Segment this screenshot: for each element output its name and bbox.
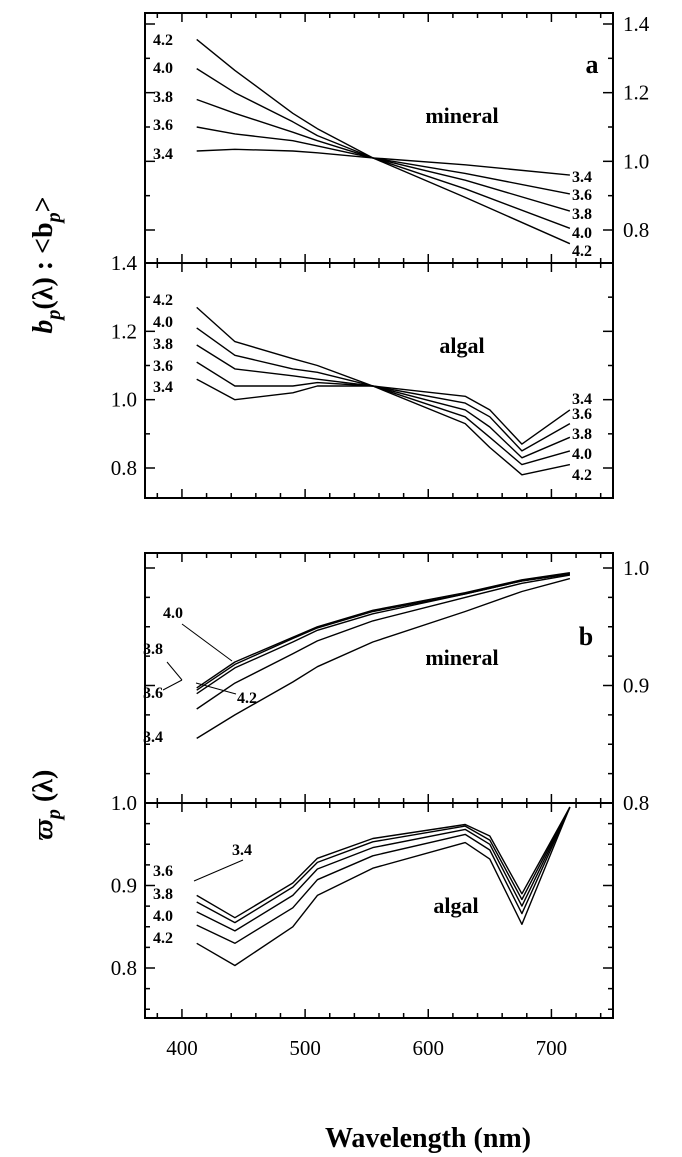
fig-a-mineral-left-label: 3.4 xyxy=(153,146,173,163)
fig-a-mineral-right-label: 3.6 xyxy=(572,187,592,204)
svg-text:ϖp (λ): ϖp (λ) xyxy=(28,770,65,841)
fig-b-algal-ytick-label: 1.0 xyxy=(111,791,137,815)
fig-b-mineral-series-line-4.2 xyxy=(196,573,571,691)
fig-b-mineral-annotation: 3.4 xyxy=(143,729,163,746)
fig-a-letter: a xyxy=(586,50,599,79)
x-tick-label: 400 xyxy=(166,1036,198,1060)
fig-a-algal-frame xyxy=(144,262,614,499)
fig-a-mineral-right-label: 3.8 xyxy=(572,206,592,223)
fig-a-mineral-right-label: 3.4 xyxy=(572,169,592,186)
svg-text:bp(λ) : <bp>: bp(λ) : <bp> xyxy=(28,196,65,333)
fig-a-algal-right-label: 4.2 xyxy=(572,467,592,484)
y-axis-title-b: ϖp (λ) xyxy=(28,770,65,841)
fig-a-mineral-left-label: 3.6 xyxy=(153,117,173,134)
fig-a-algal-panel-label: algal xyxy=(439,333,484,358)
fig-b-mineral-series-line-3.6 xyxy=(196,574,571,710)
fig-a-mineral-panel-label: mineral xyxy=(425,103,498,128)
fig-b-mineral-ytick-label: 0.9 xyxy=(623,674,649,698)
fig-a-mineral-series-line-3.8 xyxy=(196,98,571,212)
fig-a-algal-series-line-3.8 xyxy=(196,344,571,459)
fig-a-algal-series-line-3.6 xyxy=(196,361,571,452)
fig-b-algal-series-line-4.0 xyxy=(196,806,571,944)
fig-b-algal-left-label: 3.8 xyxy=(153,886,173,903)
fig-b-algal-panel-label: algal xyxy=(433,893,478,918)
fig-b-mineral-series-line-4.0 xyxy=(196,572,571,689)
fig-a-mineral-series-line-3.4 xyxy=(196,148,570,176)
fig-a-algal-right-label: 3.6 xyxy=(572,406,592,423)
fig-b-algal-ytick-label: 0.9 xyxy=(111,874,137,898)
fig-a-algal-left-label: 3.6 xyxy=(153,358,173,375)
fig-b-algal-series-line-4.2 xyxy=(196,806,571,967)
fig-b-mineral-leader-line xyxy=(195,682,237,695)
fig-b-algal-series-line-3.8 xyxy=(196,806,571,932)
fig-a-algal-right-label: 3.8 xyxy=(572,426,592,443)
fig-a-algal-left-label: 4.0 xyxy=(153,314,173,331)
fig-a-mineral-series-line-4.2 xyxy=(196,38,571,245)
fig-b-mineral-leader-line xyxy=(166,661,183,681)
fig-b-algal-series-line-3.4 xyxy=(196,806,571,919)
fig-b-mineral-annotation: 3.8 xyxy=(143,641,163,658)
fig-a-mineral-series-line-4.0 xyxy=(196,68,571,229)
fig-a-algal-series-line-4.2 xyxy=(196,306,571,476)
fig-a-mineral-ytick-label: 0.8 xyxy=(623,218,649,242)
fig-a-algal-left-label: 4.2 xyxy=(153,292,173,309)
fig-a-algal-right-label: 3.4 xyxy=(572,391,592,408)
fig-a-algal-left-label: 3.8 xyxy=(153,336,173,353)
fig-a-mineral-series-line-3.6 xyxy=(196,126,571,195)
fig-b-mineral-leader-line xyxy=(162,679,183,691)
fig-b-algal-annotation: 3.4 xyxy=(232,842,252,859)
fig-a-mineral-right-label: 4.0 xyxy=(572,225,592,242)
fig-b-mineral-ytick-label: 1.0 xyxy=(623,556,649,580)
fig-a-mineral-frame xyxy=(144,12,614,264)
fig-b-mineral-series-line-3.4 xyxy=(196,577,571,739)
x-axis-title: Wavelength (nm) xyxy=(325,1123,531,1154)
fig-b-mineral-annotation: 4.0 xyxy=(163,605,183,622)
fig-b-mineral-panel-label: mineral xyxy=(425,645,498,670)
fig-b-algal-left-label: 4.2 xyxy=(153,930,173,947)
fig-a-mineral-right-label: 4.2 xyxy=(572,243,592,260)
fig-b-mineral-annotation: 3.6 xyxy=(143,685,163,702)
fig-b-letter: b xyxy=(579,622,593,651)
fig-a-mineral-left-label: 3.8 xyxy=(153,89,173,106)
fig-a-mineral-left-label: 4.2 xyxy=(153,32,173,49)
fig-b-mineral-ytick-label: 0.8 xyxy=(623,791,649,815)
fig-b-mineral-series-line-3.8 xyxy=(196,573,571,695)
fig-a-algal-ytick-label: 1.2 xyxy=(111,319,137,343)
fig-a-algal-ytick-label: 1.0 xyxy=(111,388,137,412)
x-tick-label: 600 xyxy=(413,1036,445,1060)
fig-a-mineral-left-label: 4.0 xyxy=(153,60,173,77)
fig-b-algal-series-line-3.6 xyxy=(196,806,571,924)
fig-b-algal-frame xyxy=(144,802,614,1019)
fig-b-mineral-leader-line xyxy=(181,623,233,662)
fig-a-mineral-ytick-label: 1.4 xyxy=(623,12,650,36)
fig-a-mineral-ytick-label: 1.0 xyxy=(623,149,649,173)
fig-b-algal-left-label: 4.0 xyxy=(153,908,173,925)
fig-b-algal-leader-line xyxy=(193,859,244,882)
y-axis-title-a: bp(λ) : <bp> xyxy=(28,196,65,333)
fig-b-algal-left-label: 3.6 xyxy=(153,863,173,880)
fig-b-algal-ytick-label: 0.8 xyxy=(111,956,137,980)
fig-a-algal-left-label: 3.4 xyxy=(153,379,173,396)
x-tick-label: 700 xyxy=(536,1036,568,1060)
fig-a-algal-right-label: 4.0 xyxy=(572,446,592,463)
fig-a-algal-ytick-label: 1.4 xyxy=(111,251,138,275)
fig-a-algal-ytick-label: 0.8 xyxy=(111,456,137,480)
x-tick-label: 500 xyxy=(289,1036,321,1060)
panels-layer: 0.81.01.21.4mineral4.24.03.83.63.43.43.6… xyxy=(111,12,650,1060)
fig-a-algal-series-line-4.0 xyxy=(196,327,571,466)
fig-a-mineral-ytick-label: 1.2 xyxy=(623,81,649,105)
fig-b-mineral-annotation: 4.2 xyxy=(237,690,257,707)
